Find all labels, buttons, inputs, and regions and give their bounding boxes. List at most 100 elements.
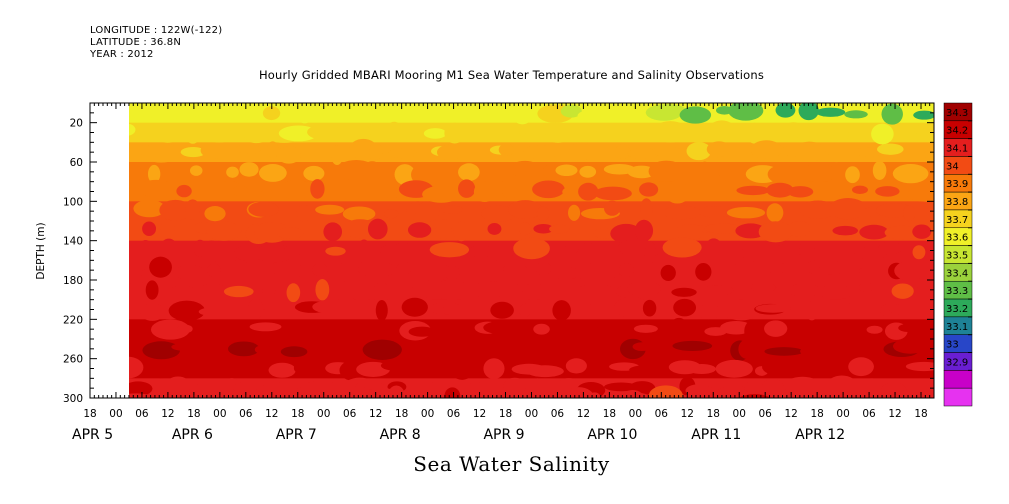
salinity-blob [629,365,665,375]
salinity-blob [881,103,903,125]
salinity-blob [381,104,401,121]
salinity-blob [412,104,436,123]
salinity-blob [835,248,855,257]
x-hour-label: 12 [369,408,382,420]
salinity-blob [262,306,297,318]
salinity-blob [315,279,330,301]
salinity-blob [142,341,181,360]
salinity-blob [787,283,822,297]
salinity-blob [579,324,596,336]
salinity-blob [380,360,414,372]
salinity-blob [750,140,783,160]
salinity-blob [765,262,788,274]
salinity-blob [721,299,761,321]
salinity-blob [368,142,383,160]
salinity-blob [490,301,514,319]
salinity-blob [835,185,854,197]
salinity-blob [700,246,738,255]
salinity-blob [444,265,460,280]
salinity-blob [828,143,845,163]
salinity-blob [483,320,522,335]
salinity-blob [394,164,416,185]
salinity-blob [470,339,494,362]
salinity-blob [262,106,281,121]
x-hour-label: 18 [291,408,304,420]
salinity-blob [650,147,684,157]
salinity-blob [268,362,296,378]
salinity-blob [615,144,631,160]
salinity-blob [866,325,883,334]
x-hour-label: 06 [343,408,357,420]
salinity-blob [503,263,527,274]
x-hour-label: 00 [213,408,226,420]
salinity-blob [472,281,506,299]
salinity-blob [307,124,341,140]
latitude-label: LATITUDE : 36.8N [90,37,182,48]
salinity-blob [704,223,742,234]
salinity-blob [160,219,175,240]
salinity-blob [293,361,312,375]
salinity-blob [384,208,399,219]
salinity-blob [578,182,599,201]
salinity-blob [750,281,776,293]
salinity-blob [627,165,656,179]
salinity-blob [261,287,276,296]
salinity-blob [580,143,600,161]
salinity-blob [312,301,337,313]
salinity-blob [326,322,362,337]
salinity-blob [367,218,388,240]
salinity-blob [432,280,471,301]
salinity-blob [603,164,636,175]
salinity-blob [623,392,652,398]
salinity-blob [133,199,166,218]
salinity-blob [783,122,804,139]
salinity-blob [898,323,919,333]
salinity-blob [794,324,808,337]
salinity-blob [277,227,304,239]
x-day-label: APR 9 [483,427,524,443]
salinity-blob [639,182,659,197]
salinity-blob [248,201,279,217]
salinity-blob [323,222,343,242]
salinity-blob [171,389,202,398]
salinity-blob [231,387,262,398]
y-tick-label: 260 [63,354,83,366]
salinity-blob [859,378,885,398]
chart-title-text: Hourly Gridded MBARI Mooring M1 Sea Wate… [258,68,765,82]
salinity-blob [389,131,411,140]
salinity-blob [203,128,235,143]
salinity-blob [662,237,702,258]
y-tick-label: 60 [70,157,83,169]
salinity-blob [893,338,928,354]
salinity-blob [383,183,401,199]
salinity-blob [551,266,580,280]
salinity-blob [145,362,176,379]
salinity-blob [229,259,250,281]
salinity-blob [696,161,713,183]
salinity-blob [203,104,221,121]
salinity-blob [903,204,916,222]
salinity-blob [854,147,884,157]
salinity-blob [555,164,578,177]
salinity-blob [884,225,919,240]
colorbar-label: 33.4 [946,268,968,279]
y-tick-label: 220 [63,314,83,326]
salinity-blob [266,141,279,159]
colorbar-label: 33.5 [946,251,968,262]
salinity-blob [859,224,889,240]
salinity-blob [670,317,688,336]
salinity-blob [362,161,383,181]
x-hour-label: 18 [499,408,512,420]
salinity-blob [138,179,174,198]
salinity-blob [415,201,440,222]
salinity-blob [518,222,532,236]
colorbar-label: 33.6 [946,233,968,244]
salinity-blob [198,306,238,317]
salinity-blob [168,300,205,321]
x-axis: 18 00 06 12 18 00 06 12 18 00 06 12 18 00 06 12 18 00 06 12… [72,103,935,443]
x-hour-label: 12 [265,408,278,420]
salinity-blob [889,303,929,316]
salinity-blob [546,343,586,358]
salinity-blob [180,146,206,158]
